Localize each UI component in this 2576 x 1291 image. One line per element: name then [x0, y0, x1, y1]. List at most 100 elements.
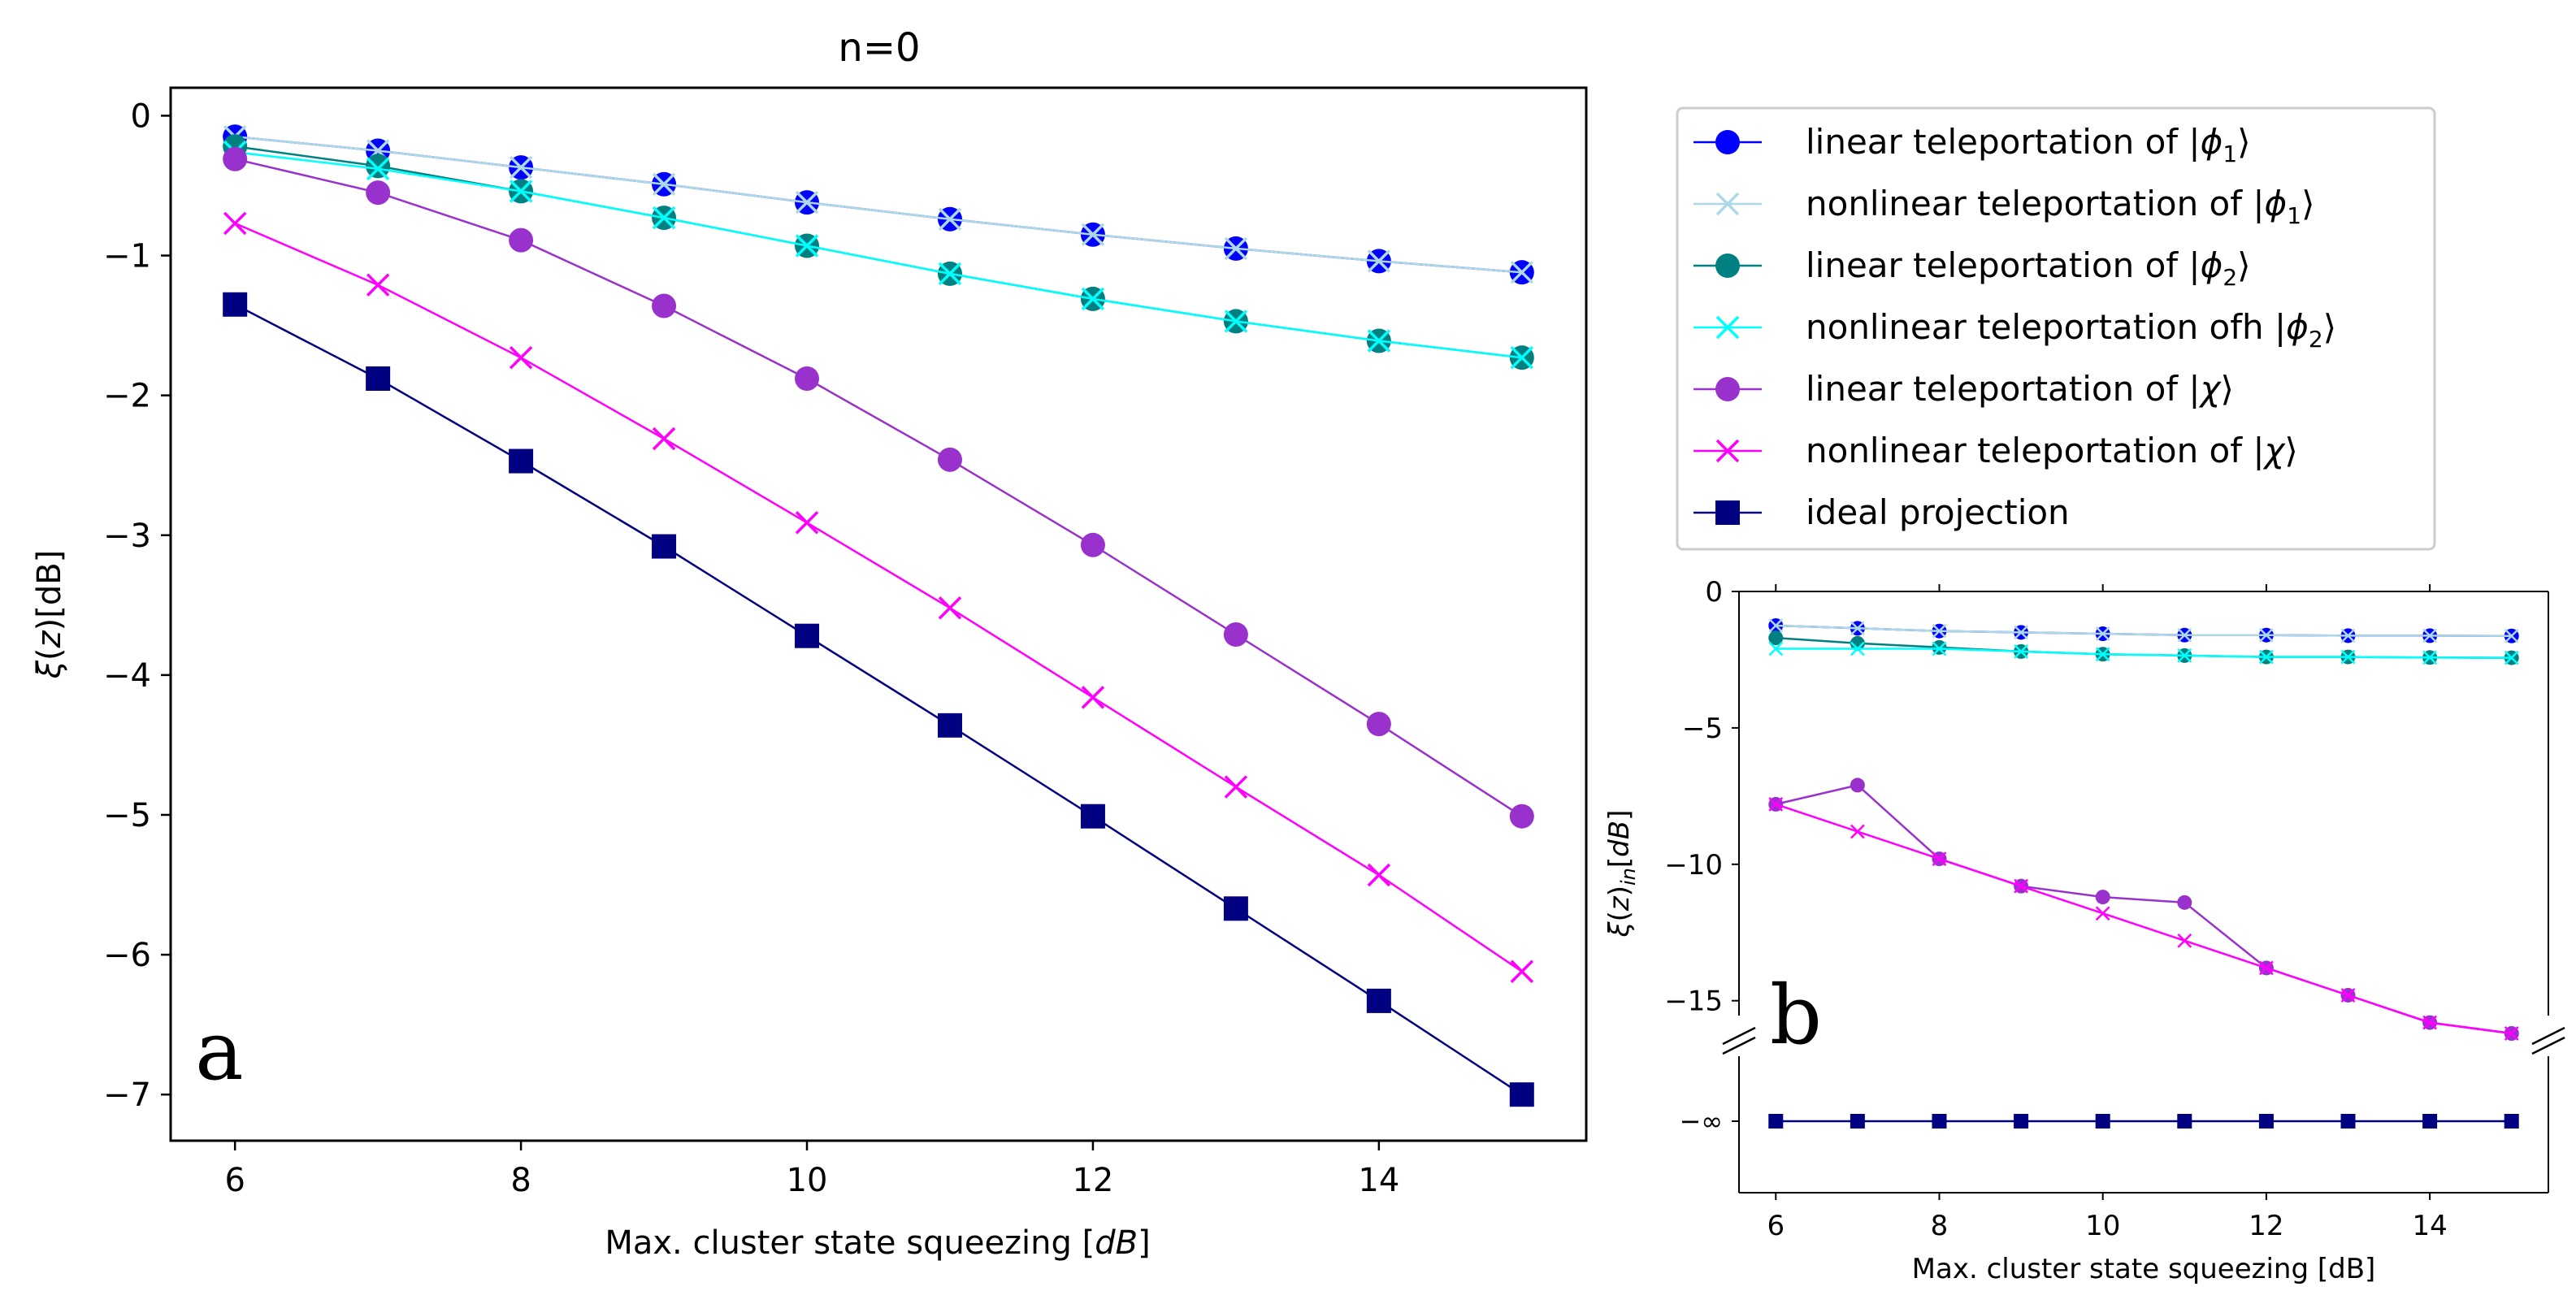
chart-b-y-axis-label: ξ(z)in[dB] [1603, 810, 1640, 938]
chart-a-ytick-label: 0 [131, 97, 151, 135]
chart-a-series-6-point [1366, 988, 1391, 1013]
legend-entry-0: linear teleportation of |ϕ1⟩ [1693, 122, 2251, 167]
legend-entry-5-marker [1715, 439, 1740, 463]
legend-entry-3: nonlinear teleportation ofh |ϕ2⟩ [1693, 307, 2336, 353]
chart-b-series-4-point [1850, 778, 1865, 793]
legend-entries: linear teleportation of |ϕ1⟩ nonlinear te… [1693, 122, 2336, 532]
chart-b-series-4-point [2095, 890, 2110, 905]
legend-entry-6: ideal projection [1693, 492, 2070, 532]
chart-b-series-1-point [2259, 627, 2274, 643]
chart-b-series-6-point [1768, 1114, 1784, 1129]
chart-a-series-4-point [223, 146, 248, 171]
chart-a-series-6-point [652, 534, 677, 559]
chart-b-series-3-point [2504, 650, 2519, 665]
chart-a-ytick-label: −6 [103, 937, 151, 974]
chart-b-series-6-point [2422, 1114, 2438, 1129]
chart-b-series-2-point [1768, 630, 1784, 646]
chart-a-series-5-point [1224, 775, 1248, 799]
chart-a-series-6 [223, 292, 1534, 1107]
chart-a-series-1-point [1224, 236, 1248, 261]
chart-b-series-1-point [2095, 626, 2110, 641]
legend-entry-1-marker [1715, 192, 1740, 216]
chart-b-ytick-label: −10 [1664, 849, 1723, 882]
chart-b-series-6-point [2014, 1114, 2029, 1129]
chart-a-series-1 [223, 125, 1534, 284]
chart-b-series-1-point [2014, 625, 2028, 640]
chart-b-series-6 [1768, 1114, 2519, 1129]
chart-b-series-4-point [2177, 895, 2192, 910]
legend-entry-0-marker [1715, 130, 1740, 154]
chart-a-series-3-point [1367, 329, 1391, 353]
chart-b-series-1-line [1776, 624, 2512, 637]
chart-a-series-4-point [1080, 532, 1105, 557]
chart-a-xtick-label: 14 [1358, 1162, 1399, 1199]
chart-a-series-6-point [1509, 1082, 1534, 1107]
chart-b-series-1-point [2422, 628, 2438, 643]
chart-a-series-6-point [1080, 804, 1105, 829]
chart-b-series-3-point [2177, 648, 2192, 663]
chart-a-series-4-point [366, 180, 391, 206]
chart-a: n=0 6 8 10 12 14 0 −1 −2 −3 −4 −5 −6 −7 Max. cluste… [31, 25, 1588, 1262]
chart-b-series-3-point [1932, 641, 1947, 656]
legend-entry-6-label: ideal projection [1806, 492, 2070, 532]
legend-entry-2-marker [1715, 253, 1740, 278]
chart-a-series-5-point [366, 273, 390, 297]
chart-a-series-2-point [366, 154, 391, 179]
chart-a-series-1-point [1510, 260, 1534, 284]
chart-b: 6 8 10 12 14 0 −5 −10 −15 −∞ Max. cluster state… [1603, 576, 2565, 1285]
chart-a-series-6-point [795, 623, 820, 648]
chart-b-series-3-point [2014, 643, 2028, 659]
chart-a-xtick-label: 6 [224, 1162, 245, 1199]
chart-b-axes-frame [1738, 591, 2549, 1194]
chart-a-ytick-label: −4 [103, 657, 151, 695]
chart-b-x-axis-label: Max. cluster state squeezing [dB] [1912, 1253, 2376, 1285]
chart-a-xtick-label: 8 [510, 1162, 531, 1199]
chart-b-series-1 [1768, 618, 2519, 643]
legend-entry-1: nonlinear teleportation of |ϕ1⟩ [1693, 184, 2314, 229]
legend-entry-6-marker [1715, 500, 1740, 525]
chart-b-series-1-point [1932, 623, 1947, 639]
chart-a-series-3-point [795, 234, 819, 258]
chart-a-series-5-point [1081, 686, 1105, 709]
chart-a-y-axis-label: ξ(z)[dB] [31, 550, 68, 680]
chart-b-x-ticks: 6 8 10 12 14 [1767, 584, 2448, 1242]
chart-b-series-5-point [2177, 933, 2192, 948]
chart-b-xtick-label: 12 [2249, 1210, 2283, 1242]
chart-a-series-3-point [509, 180, 533, 203]
chart-b-series-1-point [2504, 628, 2519, 643]
chart-a-series-5-line [234, 222, 1523, 973]
chart-a-ytick-label: −2 [103, 378, 151, 415]
chart-b-series-6-point [1850, 1114, 1865, 1129]
chart-a-series-3-point [1510, 345, 1534, 370]
chart-a-series-4-line [234, 158, 1523, 817]
chart-a-series-3-point [1081, 287, 1105, 311]
chart-a-series-6-point [937, 713, 962, 738]
legend-entry-1-label: nonlinear teleportation of |ϕ1⟩ [1806, 184, 2314, 229]
legend-entry-0-label: linear teleportation of |ϕ1⟩ [1806, 122, 2251, 167]
chart-b-xtick-label: 8 [1931, 1210, 1949, 1242]
chart-a-series-6-point [223, 292, 248, 317]
chart-b-series-6-point [2504, 1114, 2519, 1129]
chart-a-series-1-line [235, 135, 1522, 274]
chart-a-series-6-point [509, 448, 534, 474]
chart-b-series-1-point [1768, 618, 1784, 633]
chart-a-series-4-point [937, 447, 962, 472]
chart-a-series-3-point [1224, 310, 1248, 333]
chart-b-series-1-point [2340, 628, 2356, 643]
chart-b-letter-backdrop [1765, 972, 1824, 1051]
chart-b-series-3-point [2259, 649, 2274, 665]
chart-b-series-5-point [1850, 824, 1865, 839]
chart-a-series-3-line [235, 150, 1522, 359]
chart-b-xtick-label: 6 [1767, 1210, 1785, 1242]
chart-a-series-4-point [652, 293, 677, 318]
chart-a-series-4-point [1509, 804, 1534, 829]
chart-a-panel-letter: a [195, 1003, 244, 1098]
legend-entry-3-marker [1715, 315, 1740, 340]
chart-b-series-5-point [2504, 1026, 2519, 1041]
chart-b-series-1-point [1850, 621, 1865, 636]
chart-a-series-1-point [938, 207, 962, 232]
chart-b-series-6-point [2177, 1114, 2192, 1129]
chart-b-ytick-label: 0 [1705, 576, 1723, 609]
chart-b-series-5-line [1775, 803, 2512, 1035]
chart-a-series-4-point [1223, 622, 1248, 647]
